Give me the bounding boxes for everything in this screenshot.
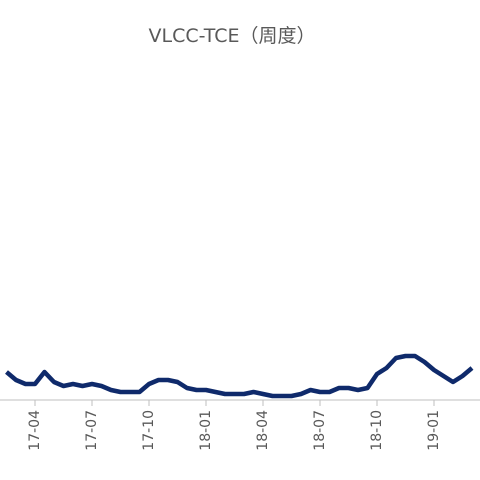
chart-title: VLCC-TCE（周度） [149,25,316,47]
x-tick-label: 19-01 [426,410,442,451]
x-tick-label: 17-10 [141,410,157,451]
x-tick-label: 18-04 [255,410,271,451]
x-tick-label: 17-07 [84,410,100,451]
x-tick-label: 18-10 [369,410,385,451]
x-tick-label: 18-01 [198,410,214,451]
x-tick-label: 17-04 [27,410,43,451]
data-line [5,353,474,399]
x-tick-label: 18-07 [312,410,328,451]
